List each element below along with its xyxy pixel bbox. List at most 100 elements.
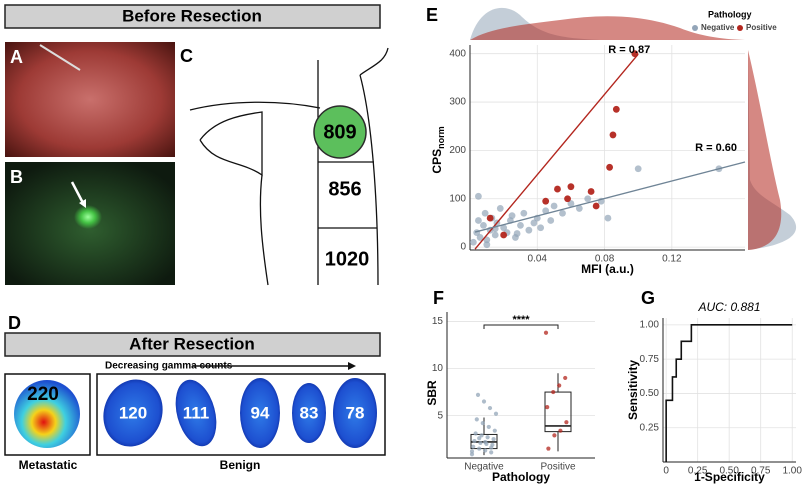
point — [483, 439, 488, 445]
panel-label: C — [180, 46, 193, 66]
banner — [4, 4, 381, 29]
specimen-label: Metastatic — [19, 458, 78, 472]
point — [567, 183, 575, 191]
y-tick-label: 15 — [432, 316, 444, 327]
panel-label: E — [426, 5, 438, 25]
point — [554, 185, 561, 193]
point — [542, 197, 550, 205]
x-axis-label: 1-Specificity — [694, 470, 765, 484]
significance-bracket — [483, 324, 559, 329]
point — [486, 424, 491, 430]
specimen — [175, 379, 217, 447]
count: 78 — [346, 403, 365, 422]
density-positive — [470, 16, 745, 40]
point — [485, 435, 490, 440]
point — [542, 207, 550, 215]
point — [475, 392, 481, 397]
box — [4, 373, 91, 456]
point — [496, 205, 504, 212]
legend-swatch — [737, 25, 743, 31]
point — [491, 437, 496, 442]
specimen — [103, 379, 163, 447]
point — [551, 389, 556, 395]
point — [481, 399, 487, 404]
specimen — [333, 378, 377, 448]
point — [558, 428, 563, 433]
point — [513, 230, 521, 237]
point — [530, 219, 538, 227]
x-tick-label: 0.50 — [719, 466, 739, 477]
point — [606, 163, 614, 171]
point — [592, 202, 600, 210]
panel-label: B — [10, 167, 23, 187]
point — [472, 438, 477, 444]
x-axis-label: Pathology — [492, 470, 550, 484]
fit-line — [474, 53, 639, 250]
panel-label: G — [641, 288, 655, 308]
point — [477, 436, 482, 441]
x-tick-label: 0.12 — [662, 254, 682, 265]
box — [544, 391, 572, 433]
y-tick-label: 0.75 — [640, 354, 660, 365]
specimen-label: Benign — [220, 458, 261, 472]
y-tick-label: 5 — [437, 410, 443, 421]
point — [604, 214, 612, 222]
y-tick-label: 300 — [449, 97, 466, 108]
panel-label: D — [8, 313, 21, 333]
point — [517, 221, 524, 229]
y-label-main: CPS — [430, 149, 444, 174]
fit-line — [474, 161, 746, 233]
point — [493, 411, 499, 416]
point — [537, 224, 545, 232]
chart-title: AUC: 0.881 — [697, 300, 760, 314]
arrow-head — [348, 362, 356, 370]
count: 809 — [323, 121, 356, 143]
point — [500, 231, 508, 239]
count: 83 — [300, 403, 319, 422]
legend-swatch — [692, 25, 698, 31]
y-axis-label: Sensitivity — [626, 360, 640, 420]
point — [543, 330, 549, 335]
point — [487, 405, 493, 411]
x-axis-label: MFI (a.u.) — [581, 262, 634, 276]
diagram: 809 856 1020 — [189, 47, 389, 286]
point — [634, 165, 642, 173]
count: 120 — [119, 403, 147, 422]
point — [492, 428, 497, 433]
count: 856 — [328, 178, 361, 200]
banner-text: Before Resection — [122, 6, 262, 25]
y-tick-label: 400 — [449, 48, 466, 59]
outline — [259, 174, 269, 286]
node-circle — [313, 105, 367, 159]
annotation: R = 0.60 — [695, 142, 737, 154]
y-tick-label: 0.50 — [640, 388, 660, 399]
y-axis-label: CPSnorm — [430, 126, 446, 173]
legend-label: Positive — [746, 23, 777, 32]
banner — [4, 332, 381, 357]
y-axis-label: SBR — [425, 380, 439, 406]
outline — [189, 101, 321, 111]
point — [575, 205, 583, 212]
point — [480, 221, 487, 229]
point — [471, 444, 476, 449]
point — [474, 417, 479, 422]
point — [508, 212, 516, 220]
point — [563, 375, 568, 381]
point — [481, 209, 489, 217]
y-label-sub: norm — [436, 126, 446, 149]
outline — [359, 74, 379, 286]
point — [587, 188, 595, 195]
point — [476, 234, 484, 241]
point — [564, 195, 571, 203]
point — [500, 224, 508, 232]
point — [478, 440, 483, 446]
point — [552, 433, 557, 438]
x-tick-label: Negative — [464, 462, 504, 473]
count: 94 — [251, 403, 270, 422]
probe — [39, 44, 81, 71]
arrow-head — [79, 199, 86, 208]
point — [557, 383, 562, 388]
x-tick-label: Positive — [540, 462, 575, 473]
legend-title: Pathology — [708, 9, 752, 19]
point — [567, 200, 575, 207]
